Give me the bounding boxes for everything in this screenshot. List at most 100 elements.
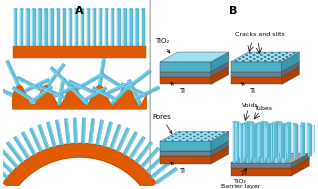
Bar [135,9,139,46]
Ellipse shape [93,8,96,9]
Polygon shape [64,118,71,144]
Text: Pores: Pores [152,114,172,133]
Ellipse shape [257,60,259,61]
Polygon shape [21,132,36,156]
Bar [20,9,21,46]
Ellipse shape [45,8,48,9]
Bar [268,124,269,163]
Polygon shape [92,88,117,102]
Text: Ti: Ti [241,83,255,94]
Polygon shape [211,146,229,164]
Polygon shape [160,67,229,77]
Polygon shape [282,52,299,72]
Ellipse shape [293,52,295,54]
Bar [13,46,146,58]
Polygon shape [127,80,140,106]
Polygon shape [16,136,30,158]
Ellipse shape [267,58,270,60]
Ellipse shape [201,140,203,141]
Ellipse shape [142,8,145,9]
Polygon shape [160,132,229,141]
Ellipse shape [197,134,199,135]
Polygon shape [29,85,53,105]
Polygon shape [98,58,103,85]
Ellipse shape [268,123,272,124]
Bar [45,9,48,46]
Polygon shape [231,67,299,77]
Polygon shape [160,62,229,72]
Bar [233,122,237,163]
Ellipse shape [294,124,298,126]
Ellipse shape [273,122,276,123]
Ellipse shape [264,60,266,61]
Bar [38,9,42,46]
Ellipse shape [294,124,298,125]
Polygon shape [76,118,78,143]
Ellipse shape [271,56,273,57]
Ellipse shape [235,60,237,61]
Bar [273,123,276,158]
Bar [264,122,265,160]
Bar [250,122,251,160]
Polygon shape [160,62,211,72]
Polygon shape [88,118,95,144]
Bar [87,9,90,46]
Polygon shape [99,72,124,90]
Ellipse shape [164,140,167,141]
Polygon shape [131,137,146,159]
Bar [259,123,262,156]
Polygon shape [46,63,66,87]
Bar [69,9,70,46]
Polygon shape [292,158,309,176]
Bar [26,9,30,46]
Ellipse shape [135,8,139,9]
Ellipse shape [81,8,84,9]
Ellipse shape [197,138,199,139]
Ellipse shape [189,134,192,135]
Bar [279,124,280,153]
Polygon shape [98,120,104,145]
Polygon shape [211,141,229,156]
Bar [81,9,82,46]
Bar [278,122,282,160]
Bar [236,122,237,160]
Ellipse shape [273,122,277,124]
Polygon shape [81,118,86,143]
Polygon shape [31,128,43,151]
Polygon shape [231,72,282,77]
Ellipse shape [179,140,181,141]
Bar [308,125,312,156]
Bar [129,9,133,46]
Polygon shape [105,81,131,95]
Text: Voids: Voids [242,103,259,108]
Bar [243,124,244,160]
Ellipse shape [168,138,170,139]
Ellipse shape [186,140,189,141]
Polygon shape [282,62,299,77]
Bar [258,123,259,158]
Ellipse shape [266,124,269,126]
Bar [123,9,124,46]
Polygon shape [231,62,282,72]
Polygon shape [50,66,72,88]
Ellipse shape [271,123,275,125]
Ellipse shape [289,54,292,56]
Polygon shape [46,63,64,85]
Bar [294,125,298,158]
Ellipse shape [204,138,207,139]
Bar [254,124,255,163]
Bar [282,124,284,163]
Ellipse shape [215,136,218,137]
Ellipse shape [279,60,281,61]
Polygon shape [68,80,95,94]
Bar [38,9,39,46]
Polygon shape [12,88,36,104]
Ellipse shape [218,134,221,135]
Polygon shape [96,120,104,145]
Polygon shape [24,78,50,93]
Polygon shape [211,67,229,84]
Ellipse shape [193,140,196,141]
Polygon shape [134,86,160,101]
Bar [282,124,287,163]
Polygon shape [110,83,132,105]
